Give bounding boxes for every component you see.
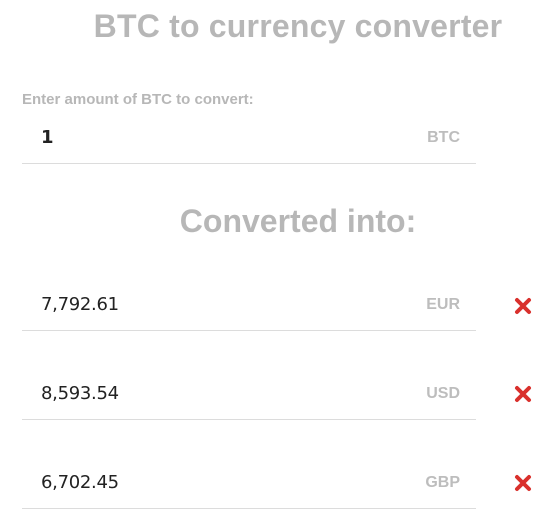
close-icon bbox=[515, 298, 531, 314]
converted-value: 7,792.61 bbox=[41, 294, 119, 315]
remove-gbp-button[interactable] bbox=[514, 474, 532, 492]
converted-row-gbp: 6,702.45 GBP bbox=[22, 458, 476, 509]
close-icon bbox=[515, 386, 531, 402]
remove-usd-button[interactable] bbox=[514, 385, 532, 403]
currency-code: EUR bbox=[426, 296, 460, 313]
btc-amount-field[interactable]: 1 BTC bbox=[22, 113, 476, 164]
close-icon bbox=[515, 475, 531, 491]
remove-eur-button[interactable] bbox=[514, 297, 532, 315]
currency-code: USD bbox=[426, 385, 460, 402]
converted-value: 8,593.54 bbox=[41, 383, 119, 404]
converted-value: 6,702.45 bbox=[41, 472, 119, 493]
converted-heading: Converted into: bbox=[179, 203, 417, 239]
btc-amount-label: Enter amount of BTC to convert: bbox=[22, 91, 254, 108]
btc-currency-code: BTC bbox=[427, 129, 460, 146]
converted-row-eur: 7,792.61 EUR bbox=[22, 280, 476, 331]
btc-amount-value[interactable]: 1 bbox=[41, 127, 54, 148]
page-title: BTC to currency converter bbox=[93, 8, 503, 44]
currency-code: GBP bbox=[425, 474, 460, 491]
converted-row-usd: 8,593.54 USD bbox=[22, 369, 476, 420]
